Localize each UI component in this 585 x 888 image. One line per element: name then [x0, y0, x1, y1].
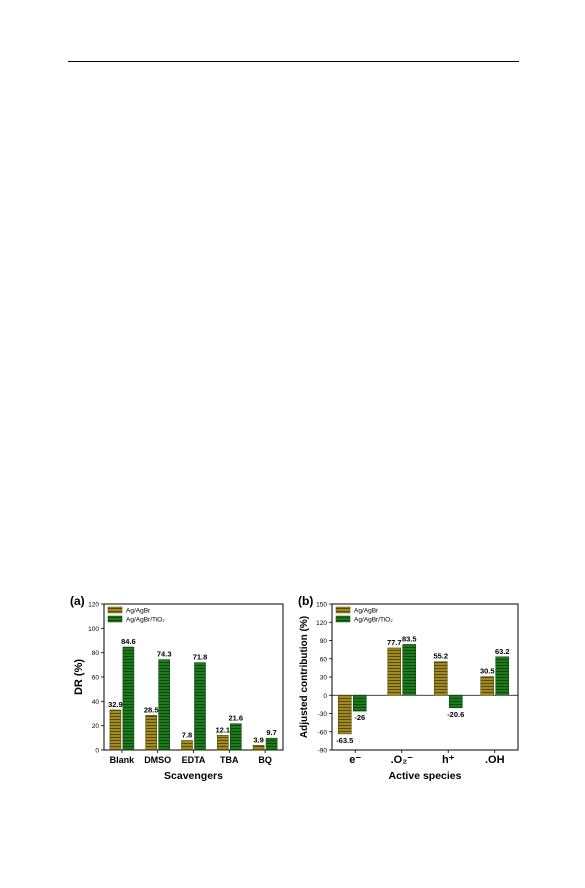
- x-tick-label: e⁻: [349, 754, 361, 766]
- x-tick-label: .OH: [485, 754, 505, 766]
- data-label: -26: [354, 713, 365, 722]
- data-label: 83.5: [402, 634, 417, 643]
- bar: [109, 709, 122, 751]
- data-label: 84.6: [121, 637, 136, 646]
- legend-label: Ag/AgBr/TiO₂: [126, 617, 165, 624]
- panel-label: (b): [298, 594, 313, 608]
- y-tick-label: -60: [318, 729, 328, 736]
- bar: [448, 694, 463, 709]
- x-tick-label: TBA: [220, 755, 239, 765]
- y-tick-label: 80: [92, 650, 100, 657]
- y-tick-label: 150: [316, 602, 327, 609]
- y-tick-label: 60: [320, 656, 328, 663]
- y-tick-label: 20: [92, 723, 100, 730]
- legend-swatch: [335, 615, 351, 623]
- y-tick-label: 30: [320, 675, 328, 682]
- y-tick-label: -30: [318, 711, 328, 718]
- y-tick-label: 120: [88, 602, 99, 609]
- data-label: 55.2: [433, 652, 448, 661]
- data-label: 74.3: [157, 650, 172, 659]
- y-tick-label: 0: [95, 748, 99, 755]
- chart-a: 0 20 40 60 80 100 120 Blank DMSO EDTA TBA BQ 32.9 28.…: [70, 594, 284, 782]
- bar: [402, 644, 417, 696]
- data-label: 71.8: [193, 653, 208, 662]
- bar: [217, 734, 229, 751]
- y-axis-title: Adjusted contribution (%): [299, 616, 310, 738]
- data-label: 63.2: [495, 647, 510, 656]
- legend-swatch: [335, 606, 351, 614]
- data-label: 12.1: [215, 725, 230, 734]
- data-label: 28.5: [144, 705, 159, 714]
- bar: [352, 694, 367, 712]
- x-tick-label: DMSO: [144, 755, 171, 765]
- bar: [181, 740, 193, 751]
- legend-label: Ag/AgBr: [126, 608, 151, 615]
- legend-label: Ag/AgBr: [354, 608, 379, 615]
- y-tick-label: 90: [320, 638, 328, 645]
- data-label: 32.9: [108, 700, 123, 709]
- legend-label: Ag/AgBr/TiO₂: [354, 617, 393, 624]
- y-tick-label: 120: [316, 620, 327, 627]
- y-tick-label: -90: [318, 748, 328, 755]
- bar: [265, 737, 278, 751]
- x-tick-label: h⁺: [442, 754, 455, 766]
- x-tick-label: EDTA: [182, 755, 206, 765]
- y-tick-label: 40: [92, 699, 100, 706]
- y-axis-title: DR (%): [73, 659, 85, 695]
- x-axis-title: Scavengers: [164, 770, 223, 782]
- bar: [158, 659, 170, 751]
- data-label: 30.5: [480, 667, 495, 676]
- x-tick-label: .O₂⁻: [391, 754, 414, 766]
- bar: [387, 647, 402, 696]
- y-tick-label: 0: [323, 693, 327, 700]
- bar: [230, 723, 242, 751]
- data-label: 9.7: [266, 728, 276, 737]
- data-label: -63.5: [336, 736, 353, 745]
- data-label: 21.6: [228, 714, 243, 723]
- bar: [495, 656, 510, 696]
- x-tick-label: BQ: [258, 755, 272, 765]
- legend-swatch: [107, 615, 123, 623]
- data-label: 7.8: [182, 731, 192, 740]
- bar: [145, 715, 157, 751]
- page-header-rule: [68, 61, 519, 62]
- bar: [252, 744, 265, 751]
- bar: [480, 676, 495, 696]
- bar: [337, 694, 352, 735]
- bar: [194, 662, 206, 751]
- x-tick-label: Blank: [110, 755, 136, 765]
- panel-label: (a): [70, 594, 85, 608]
- bar: [433, 661, 448, 696]
- y-tick-label: 100: [88, 626, 99, 633]
- data-label: -20.6: [447, 710, 464, 719]
- legend-swatch: [107, 606, 123, 614]
- chart-b: -90 -60 -30 0 30 60 90 120 150 e⁻ .O₂⁻ h⁺ .OH -63.5 77…: [298, 594, 519, 782]
- data-label: 3.9: [253, 735, 263, 744]
- bar: [122, 646, 135, 751]
- x-axis-title: Active species: [389, 770, 462, 782]
- data-label: 77.7: [387, 638, 402, 647]
- y-tick-label: 60: [92, 675, 100, 682]
